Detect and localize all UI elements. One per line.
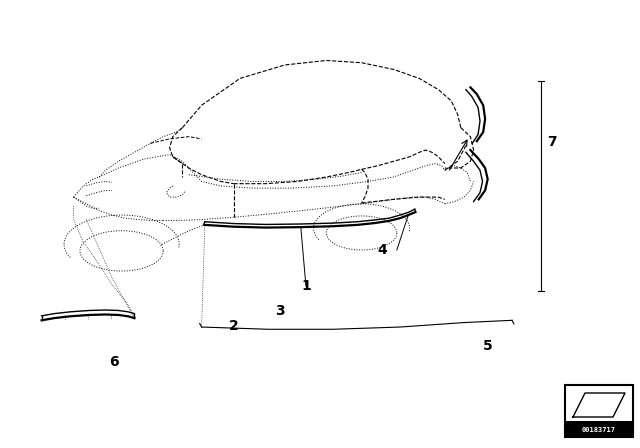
Text: 7: 7 xyxy=(547,135,557,150)
Polygon shape xyxy=(573,393,625,417)
Text: 6: 6 xyxy=(109,355,119,369)
Text: 00183717: 00183717 xyxy=(582,427,616,433)
Bar xyxy=(565,421,633,437)
Text: 1: 1 xyxy=(301,279,311,293)
Text: 3: 3 xyxy=(275,304,285,319)
Bar xyxy=(565,385,633,437)
Text: 2: 2 xyxy=(228,319,239,333)
Text: 4: 4 xyxy=(378,243,388,257)
Text: 5: 5 xyxy=(483,339,493,353)
